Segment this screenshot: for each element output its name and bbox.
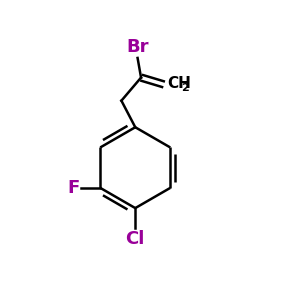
Text: CH: CH (168, 76, 191, 91)
Text: F: F (67, 179, 80, 197)
Text: 2: 2 (181, 83, 188, 93)
Text: Br: Br (126, 38, 149, 56)
Text: Cl: Cl (126, 230, 145, 247)
